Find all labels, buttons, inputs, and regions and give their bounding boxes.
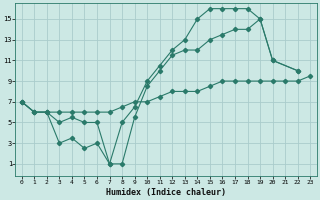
X-axis label: Humidex (Indice chaleur): Humidex (Indice chaleur) (106, 188, 226, 197)
